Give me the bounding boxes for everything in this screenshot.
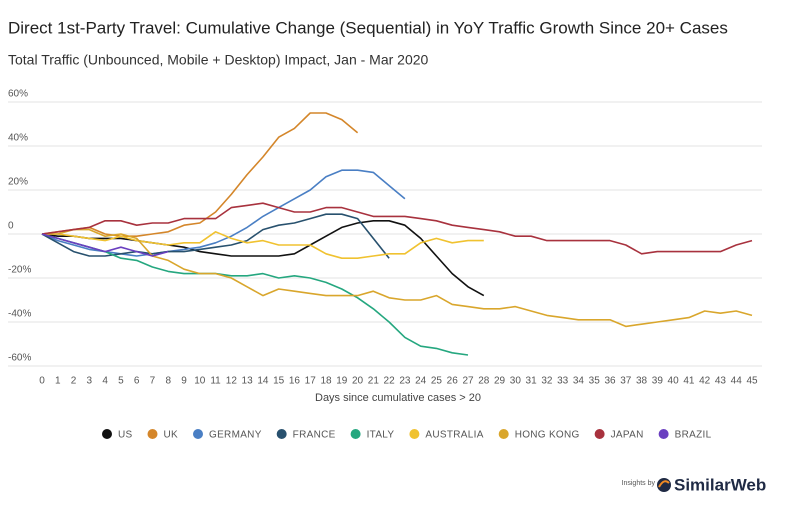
x-tick-label: 9 [181, 376, 187, 387]
legend-label: JAPAN [611, 430, 644, 441]
legend-label: BRAZIL [675, 430, 712, 441]
x-tick-label: 42 [699, 376, 711, 387]
series-line [42, 228, 753, 328]
legend-label: GERMANY [209, 430, 262, 441]
x-tick-label: 1 [55, 376, 61, 387]
x-tick-label: 31 [526, 376, 538, 387]
y-tick-label: -60% [8, 353, 31, 364]
series-line [41, 112, 359, 237]
legend-label: ITALY [367, 430, 395, 441]
legend-swatch [409, 429, 420, 439]
x-tick-label: 15 [273, 376, 285, 387]
y-tick-label: 60% [8, 89, 28, 100]
x-tick-label: 24 [415, 376, 427, 387]
series-line [41, 202, 753, 255]
brand-prefix: Insights by [622, 480, 656, 487]
x-tick-label: 40 [668, 376, 680, 387]
series-line [41, 233, 469, 356]
series-line [41, 213, 390, 259]
x-tick-label: 10 [194, 376, 206, 387]
legend-label: FRANCE [293, 430, 336, 441]
series-line [41, 220, 485, 297]
x-tick-label: 13 [242, 376, 254, 387]
legend-swatch [594, 429, 605, 439]
brand: SimilarWeb [674, 475, 766, 494]
x-tick-label: 39 [652, 376, 664, 387]
x-tick-label: 32 [541, 376, 553, 387]
x-tick-label: 23 [399, 376, 411, 387]
x-tick-label: 20 [352, 376, 364, 387]
legend-swatch [102, 429, 112, 439]
x-tick-label: 38 [636, 376, 648, 387]
series-line [41, 233, 169, 257]
legend-label: US [118, 430, 133, 441]
legend-swatch [193, 429, 203, 439]
x-tick-label: 30 [510, 376, 522, 387]
x-tick-label: 8 [165, 376, 171, 387]
x-tick-label: 12 [226, 376, 238, 387]
x-tick-label: 44 [731, 376, 743, 387]
brand-logo-swoosh [658, 480, 670, 488]
x-tick-label: 28 [478, 376, 490, 387]
x-tick-label: 26 [447, 376, 459, 387]
chart-title: Direct 1st-Party Travel: Cumulative Chan… [8, 18, 728, 37]
x-tick-label: 4 [102, 376, 108, 387]
x-tick-label: 16 [289, 376, 301, 387]
x-tick-label: 41 [683, 376, 695, 387]
x-tick-label: 25 [431, 376, 443, 387]
x-tick-label: 29 [494, 376, 506, 387]
x-tick-label: 5 [118, 376, 124, 387]
x-tick-label: 7 [150, 376, 156, 387]
x-tick-label: 22 [384, 376, 396, 387]
series-line [42, 231, 484, 259]
x-tick-label: 21 [368, 376, 380, 387]
y-tick-label: -20% [8, 265, 31, 276]
x-tick-label: 14 [257, 376, 269, 387]
x-tick-label: 45 [746, 376, 758, 387]
chart-subtitle: Total Traffic (Unbounced, Mobile + Deskt… [8, 52, 429, 68]
x-tick-label: 3 [87, 376, 93, 387]
x-tick-label: 19 [336, 376, 348, 387]
y-tick-label: 20% [8, 177, 28, 188]
x-tick-label: 27 [462, 376, 474, 387]
x-tick-label: 35 [589, 376, 601, 387]
legend-swatch [498, 429, 509, 439]
x-tick-label: 2 [71, 376, 77, 387]
x-tick-label: 33 [557, 376, 569, 387]
x-tick-label: 36 [604, 376, 616, 387]
legend-label: HONG KONG [515, 430, 580, 441]
legend-label: AUSTRALIA [425, 430, 483, 441]
x-tick-label: 6 [134, 376, 140, 387]
y-tick-label: 0 [8, 221, 14, 232]
legend-swatch [147, 429, 158, 439]
legend-swatch [276, 429, 287, 439]
x-tick-label: 17 [305, 376, 317, 387]
x-tick-label: 18 [320, 376, 332, 387]
x-axis-label: Days since cumulative cases > 20 [315, 392, 481, 404]
y-tick-label: -40% [8, 309, 31, 320]
x-tick-label: 43 [715, 376, 727, 387]
y-tick-label: 40% [8, 133, 28, 144]
x-tick-label: 11 [210, 376, 221, 387]
legend-swatch [350, 429, 361, 439]
legend-swatch [658, 429, 669, 439]
x-tick-label: 37 [620, 376, 632, 387]
x-tick-label: 0 [39, 376, 45, 387]
x-tick-label: 34 [573, 376, 585, 387]
legend-label: UK [164, 430, 179, 441]
